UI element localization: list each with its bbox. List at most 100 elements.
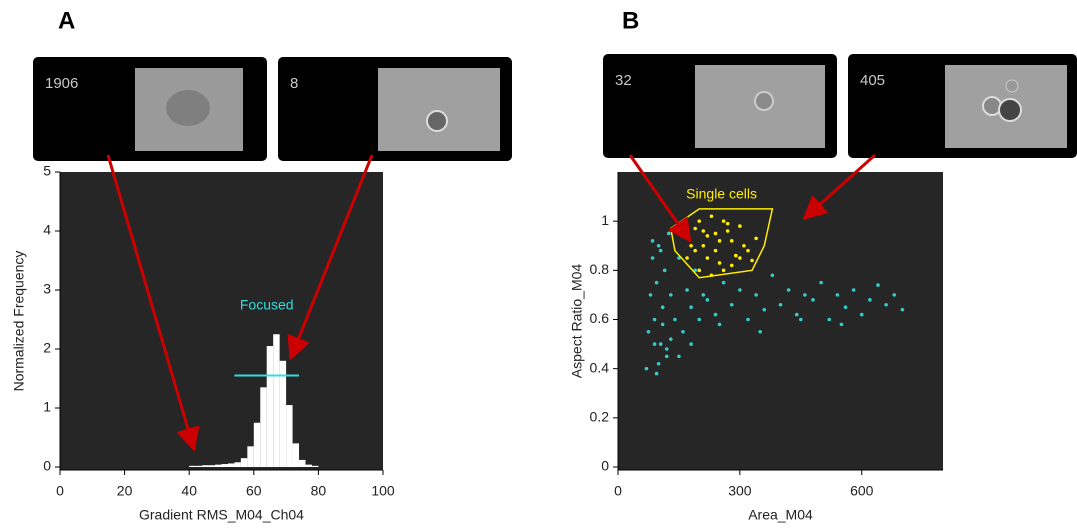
plot-area bbox=[60, 172, 383, 470]
point bbox=[746, 317, 750, 322]
point bbox=[835, 293, 840, 297]
point bbox=[770, 273, 775, 278]
plot-area bbox=[618, 172, 943, 470]
bar bbox=[195, 465, 203, 467]
point bbox=[662, 268, 667, 273]
point bbox=[701, 243, 706, 248]
bar bbox=[208, 465, 216, 467]
x-tick-label: 0 bbox=[614, 483, 622, 499]
x-axis-label: Gradient RMS_M04_Ch04 bbox=[139, 507, 304, 523]
point bbox=[738, 288, 742, 292]
point bbox=[660, 322, 665, 327]
y-axis-label: Normalized Frequency bbox=[11, 251, 27, 392]
y-tick-label: 0.8 bbox=[590, 261, 610, 277]
bar bbox=[305, 464, 312, 467]
bar bbox=[221, 464, 228, 467]
point bbox=[701, 229, 706, 233]
y-tick-label: 0 bbox=[43, 458, 51, 474]
gate bbox=[669, 208, 774, 279]
point bbox=[709, 214, 714, 219]
point bbox=[786, 288, 791, 292]
point bbox=[738, 224, 742, 228]
point bbox=[876, 283, 880, 287]
bar bbox=[260, 387, 267, 467]
point bbox=[658, 248, 663, 253]
point bbox=[669, 293, 673, 297]
bar bbox=[215, 464, 222, 467]
bar bbox=[189, 465, 196, 467]
point bbox=[717, 261, 722, 265]
point bbox=[729, 263, 734, 268]
point bbox=[721, 268, 726, 273]
point bbox=[819, 280, 823, 285]
point bbox=[827, 317, 832, 322]
y-tick-label: 1 bbox=[601, 212, 609, 228]
point bbox=[738, 256, 742, 260]
thumbnails bbox=[33, 54, 1077, 161]
point bbox=[721, 280, 726, 285]
point bbox=[721, 219, 726, 223]
point bbox=[794, 312, 799, 317]
x-tick-label: 600 bbox=[850, 483, 874, 499]
point bbox=[725, 221, 730, 226]
point bbox=[843, 305, 848, 310]
x-tick-label: 100 bbox=[371, 483, 395, 499]
point bbox=[746, 248, 750, 253]
point bbox=[677, 354, 681, 359]
point bbox=[713, 231, 718, 236]
point bbox=[839, 322, 844, 327]
point bbox=[811, 298, 815, 302]
point bbox=[664, 347, 669, 351]
point bbox=[778, 302, 783, 307]
bar bbox=[240, 458, 248, 467]
point bbox=[664, 354, 669, 359]
point bbox=[754, 293, 758, 297]
point bbox=[689, 305, 693, 310]
point bbox=[656, 361, 661, 366]
point bbox=[742, 243, 746, 248]
thumbnail-label: 1906 bbox=[45, 75, 78, 92]
point bbox=[685, 256, 689, 260]
bar bbox=[286, 405, 293, 467]
point bbox=[758, 329, 762, 334]
point bbox=[652, 317, 657, 322]
point bbox=[685, 288, 689, 292]
point bbox=[705, 298, 710, 302]
y-tick-label: 0 bbox=[601, 458, 609, 474]
y-axis-label: Aspect Ratio_M04 bbox=[569, 264, 585, 379]
point bbox=[697, 317, 702, 322]
x-tick-label: 60 bbox=[246, 483, 262, 499]
point bbox=[693, 226, 697, 231]
point bbox=[729, 239, 734, 243]
arrows bbox=[106, 153, 877, 452]
y-tick-label: 0.4 bbox=[590, 359, 610, 375]
point bbox=[656, 243, 661, 248]
point bbox=[697, 219, 702, 223]
point bbox=[851, 288, 856, 292]
point bbox=[803, 293, 807, 297]
point bbox=[673, 317, 677, 322]
point bbox=[652, 342, 657, 346]
bar bbox=[202, 465, 209, 467]
bar bbox=[273, 334, 280, 467]
y-tick-label: 5 bbox=[43, 163, 51, 179]
point bbox=[654, 280, 659, 285]
point bbox=[900, 307, 905, 312]
point bbox=[892, 293, 897, 297]
point bbox=[701, 293, 706, 297]
point bbox=[734, 253, 738, 258]
panel-label: B bbox=[622, 7, 639, 34]
point bbox=[689, 243, 693, 248]
x-tick-label: 20 bbox=[117, 483, 133, 499]
point bbox=[799, 317, 803, 322]
point bbox=[689, 342, 693, 346]
point bbox=[725, 229, 730, 233]
bar bbox=[253, 422, 261, 467]
point bbox=[644, 366, 649, 371]
gate-label: Focused bbox=[240, 296, 294, 312]
point bbox=[705, 234, 710, 238]
point bbox=[646, 329, 651, 334]
point bbox=[681, 329, 685, 334]
thumbnail-label: 8 bbox=[290, 75, 298, 92]
